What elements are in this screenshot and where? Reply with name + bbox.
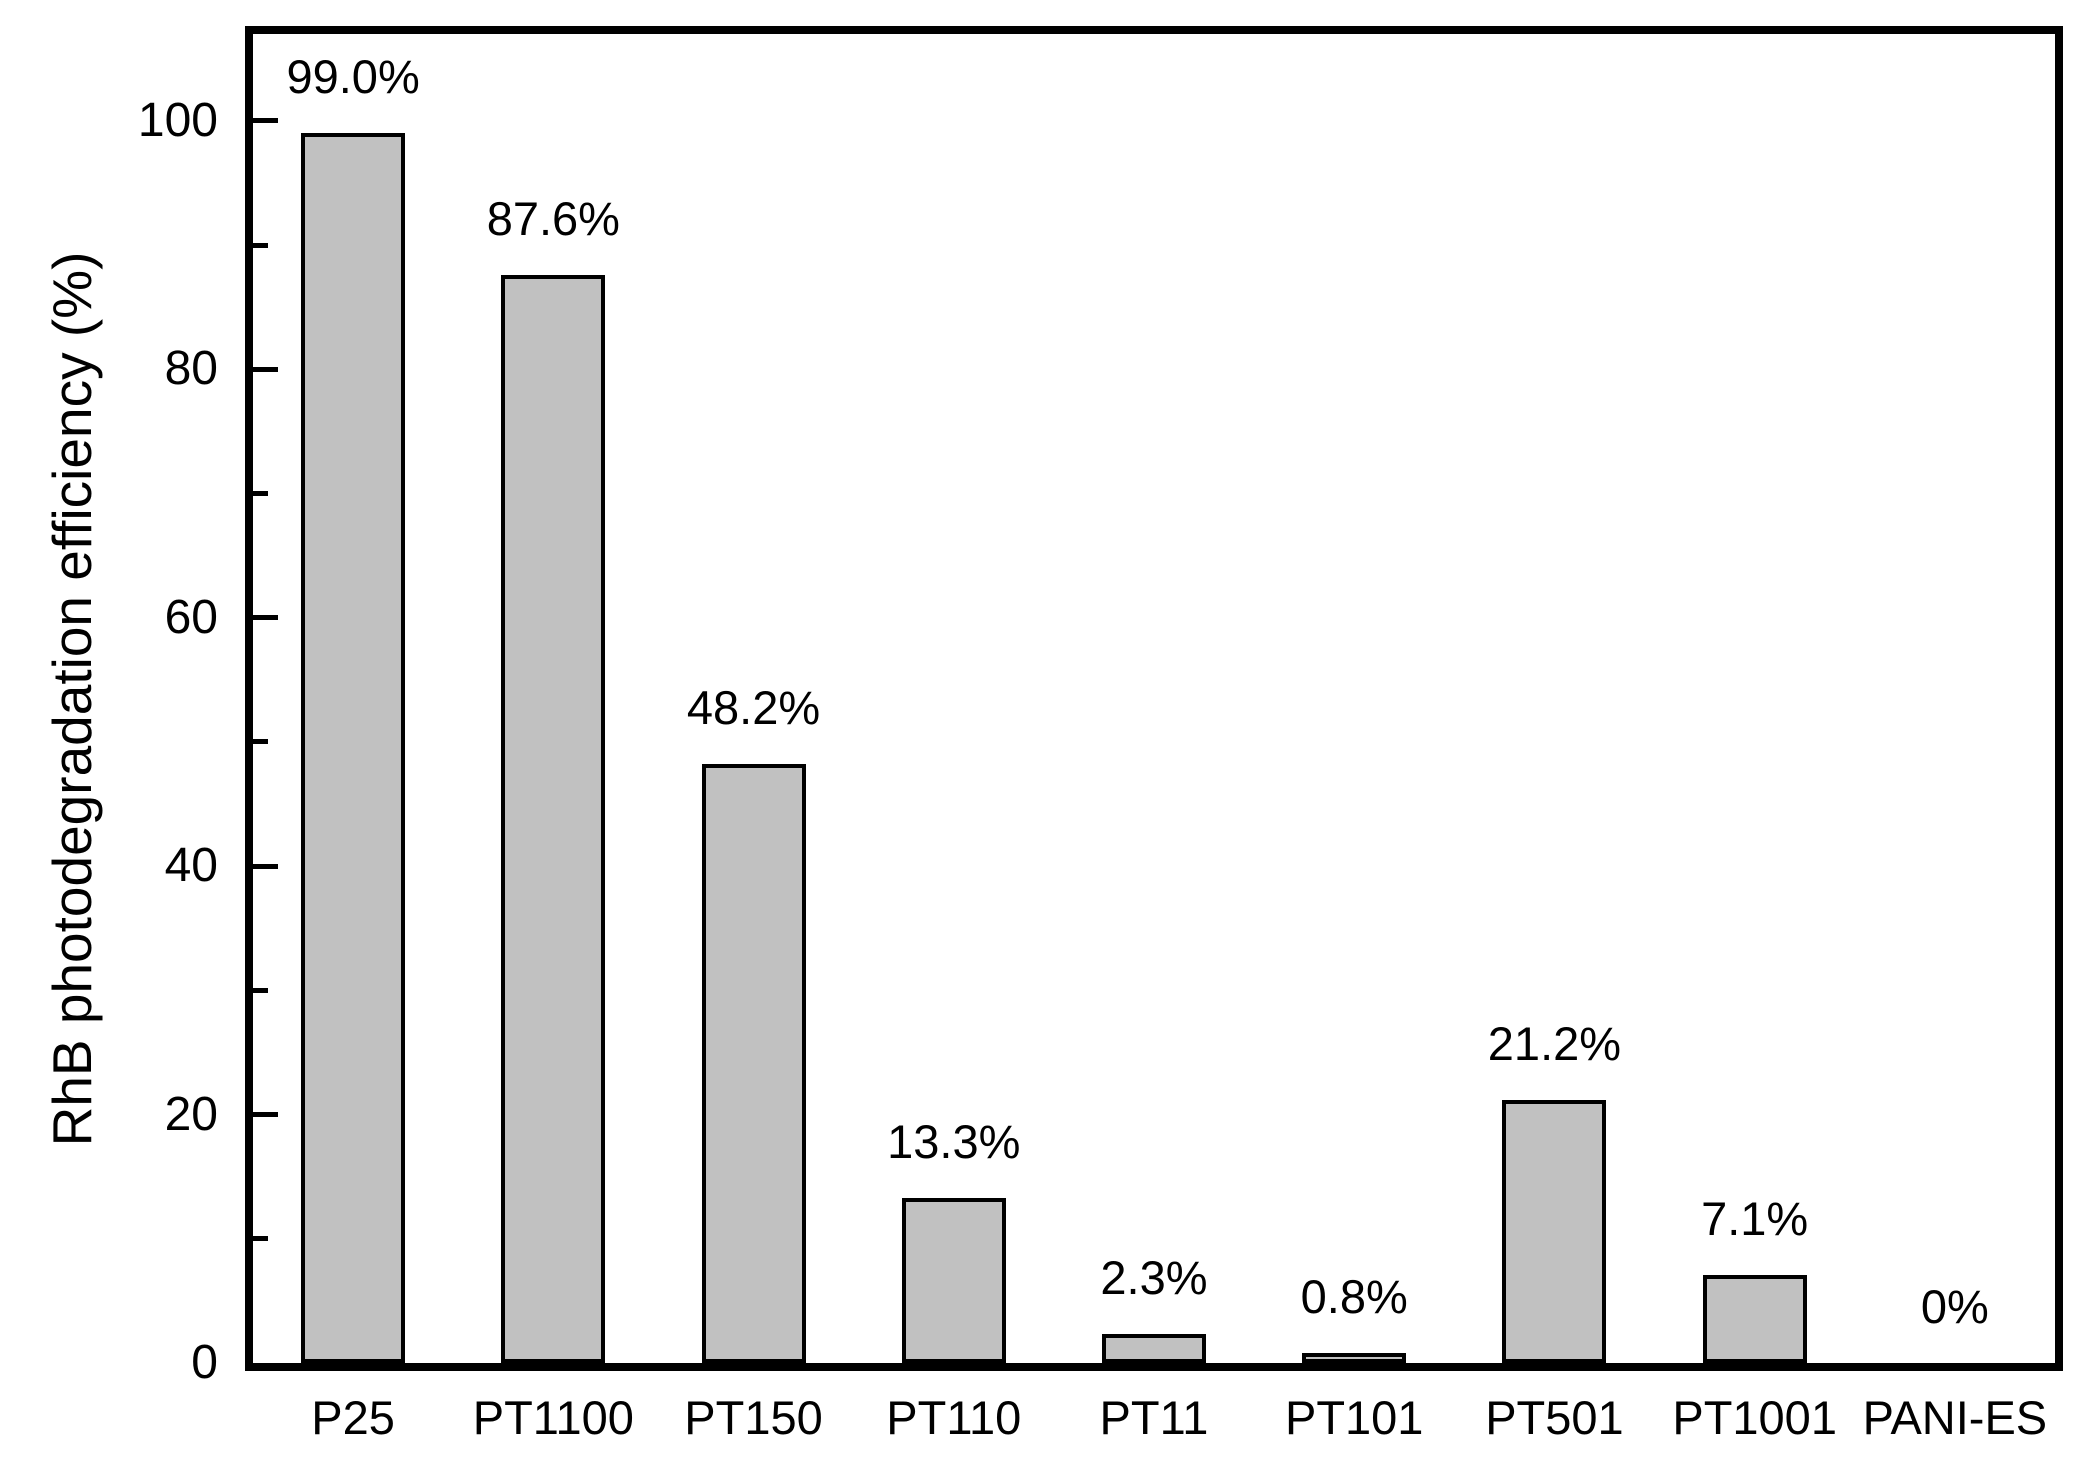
x-tick-label-PT11: PT11: [1099, 1391, 1209, 1444]
y-minor-tick-90: [253, 242, 268, 248]
value-label-PT1001: 7.1%: [1701, 1191, 1809, 1245]
y-major-tick-100: [253, 118, 278, 124]
value-label-PT11: 2.3%: [1100, 1251, 1208, 1305]
value-label-PT501: 21.2%: [1487, 1016, 1622, 1070]
x-tick-label-P25: P25: [311, 1391, 395, 1444]
value-label-PT101: 0.8%: [1300, 1270, 1408, 1324]
y-minor-tick-30: [253, 987, 268, 993]
y-major-tick-80: [253, 366, 278, 372]
bar-PT501: [1502, 1099, 1607, 1363]
x-tick-label-PANI-ES: PANI-ES: [1862, 1391, 2048, 1444]
y-tick-label-80: 80: [164, 342, 218, 396]
value-label-PT110: 13.3%: [887, 1114, 1021, 1168]
y-tick-label-40: 40: [164, 839, 218, 893]
value-label-PT1100: 87.6%: [486, 191, 620, 245]
plot-area-frame: [245, 26, 2063, 1371]
x-tick-label-PT101: PT101: [1284, 1391, 1424, 1444]
x-tick-label-PT150: PT150: [684, 1391, 823, 1444]
y-minor-tick-10: [253, 1236, 268, 1242]
y-tick-label-60: 60: [164, 590, 218, 644]
x-tick-label-PT110: PT110: [886, 1391, 1022, 1444]
value-label-P25: 99.0%: [286, 50, 420, 104]
bar-PT110: [901, 1197, 1006, 1363]
bar-P25: [301, 133, 406, 1363]
y-major-tick-60: [253, 615, 278, 621]
bar-PT1100: [501, 274, 606, 1363]
bar-PT150: [701, 764, 806, 1363]
x-tick-label-PT1100: PT1100: [472, 1391, 634, 1444]
y-major-tick-20: [253, 1112, 278, 1118]
y-minor-tick-50: [253, 739, 268, 745]
y-major-tick-40: [253, 863, 278, 869]
bar-PT101: [1302, 1353, 1407, 1363]
y-tick-label-0: 0: [191, 1336, 218, 1389]
y-axis-title: RhB photodegradation efficiency (%): [41, 251, 103, 1147]
x-tick-label-PT501: PT501: [1485, 1391, 1624, 1444]
bar-PT1001: [1702, 1274, 1807, 1363]
value-label-PANI-ES: 0%: [1920, 1280, 1989, 1333]
value-label-PT150: 48.2%: [686, 681, 821, 735]
y-minor-tick-70: [253, 491, 268, 497]
y-tick-label-100: 100: [137, 93, 218, 147]
y-tick-label-20: 20: [164, 1087, 218, 1141]
x-tick-label-PT1001: PT1001: [1672, 1391, 1837, 1444]
bar-PT11: [1102, 1334, 1206, 1363]
